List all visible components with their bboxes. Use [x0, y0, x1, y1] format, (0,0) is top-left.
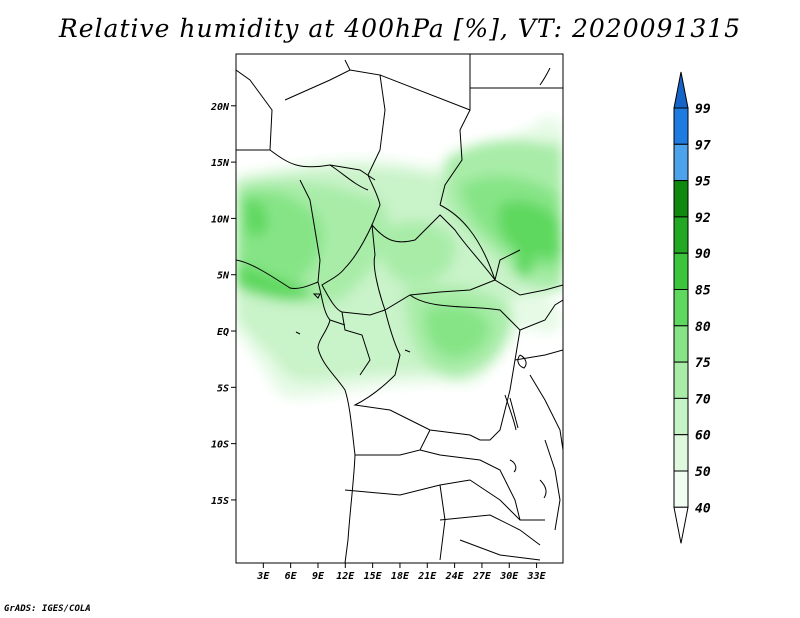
colorbar-swatch	[673, 397, 689, 436]
colorbar-label: 60	[695, 429, 711, 444]
lon-tick-label: 24E	[445, 571, 465, 582]
colorbar-label: 92	[695, 211, 711, 226]
colorbar-label: 97	[695, 138, 711, 153]
colorbar-swatch	[673, 470, 689, 508]
lon-tick-label: 18E	[391, 571, 410, 582]
longitude-axis: 3E 6E 9E 12E 15E 18E 21E 24E 27E 30E 33E	[256, 563, 547, 582]
software-credit: GrADS: IGES/COLA	[4, 604, 91, 614]
lat-tick-label: 10S	[211, 440, 229, 451]
colorbar-label: 50	[695, 465, 711, 480]
lon-tick-label: 21E	[417, 571, 437, 582]
colorbar-swatch	[673, 434, 689, 472]
lat-tick-label: 20N	[210, 102, 230, 113]
lon-tick-label: 15E	[364, 571, 383, 582]
latitude-axis: 20N 15N 10N 5N EQ 5S 10S 15S	[210, 102, 236, 507]
colorbar-label: 40	[695, 501, 711, 516]
colorbar-swatch	[673, 289, 689, 327]
colorbar-swatch	[673, 361, 689, 399]
map-title: Relative humidity at 400hPa [%], VT: 202…	[58, 14, 742, 43]
country-boundaries	[236, 54, 563, 563]
lat-tick-label: 5S	[217, 383, 229, 394]
lon-tick-label: 12E	[336, 571, 355, 582]
colorbar-label: 75	[695, 356, 711, 371]
lon-tick-label: 30E	[499, 571, 519, 582]
colorbar-swatch	[673, 180, 689, 218]
colorbar-label: 80	[695, 320, 711, 335]
humidity-shading	[236, 115, 563, 400]
lon-tick-label: 27E	[472, 571, 492, 582]
colorbar-label: 70	[695, 392, 711, 407]
lon-tick-label: 3E	[256, 571, 270, 582]
colorbar-swatch	[673, 252, 689, 290]
colorbar-label: 95	[695, 175, 711, 190]
lon-tick-label: 33E	[527, 571, 547, 582]
colorbar-swatch	[673, 107, 689, 145]
lat-tick-label: EQ	[217, 327, 229, 338]
colorbar-label: 85	[695, 284, 711, 299]
lat-tick-label: 5N	[217, 271, 230, 282]
colorbar-swatch	[673, 325, 689, 363]
lat-tick-label: 10N	[211, 214, 230, 225]
colorbar: 99 97 95 92 90 85 80 75 70 60 50 40	[673, 71, 711, 544]
colorbar-label: 99	[695, 102, 711, 117]
lon-tick-label: 6E	[285, 571, 298, 582]
lat-tick-label: 15S	[211, 496, 229, 507]
colorbar-bottom-arrow	[673, 506, 689, 544]
colorbar-top-arrow	[673, 71, 689, 109]
lat-tick-label: 15N	[211, 158, 230, 169]
lon-tick-label: 9E	[312, 571, 325, 582]
colorbar-swatch	[673, 216, 689, 254]
colorbar-swatch	[673, 143, 689, 182]
colorbar-label: 90	[695, 247, 711, 262]
